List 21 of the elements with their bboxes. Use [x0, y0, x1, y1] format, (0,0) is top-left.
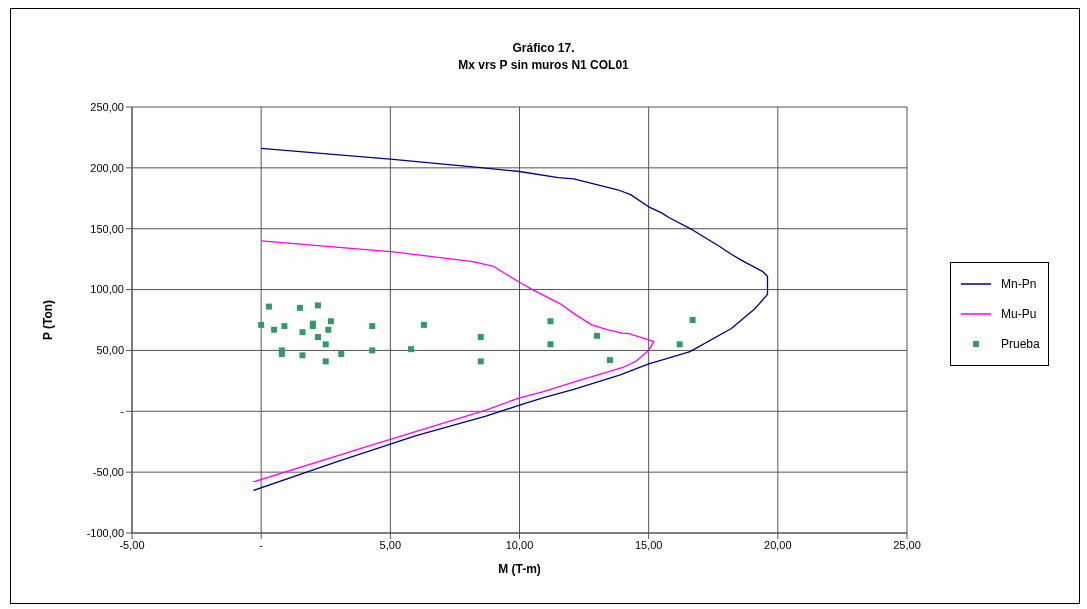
- x-tick-label: -: [259, 538, 264, 551]
- x-tick-label: 5,00: [379, 538, 402, 551]
- y-tick-label: 150,00: [90, 222, 124, 235]
- chart-title: Gráfico 17. Mx vrs P sin muros N1 COL01: [457, 40, 630, 74]
- y-tick-label: 250,00: [90, 100, 124, 113]
- legend-label: Mn-Pn: [1001, 277, 1037, 291]
- y-tick-label: -100,00: [86, 526, 124, 539]
- x-tick-label: 25,00: [893, 538, 921, 551]
- y-tick-label: 100,00: [90, 283, 124, 296]
- x-tick-label: 10,00: [505, 538, 534, 551]
- x-tick-label: 15,00: [634, 538, 663, 551]
- y-tick-label: 50,00: [96, 344, 124, 357]
- y-tick-label: 200,00: [90, 161, 124, 174]
- x-axis-title: M (T-m): [498, 562, 541, 576]
- x-tick-label: -5,00: [119, 538, 145, 551]
- legend-label: Prueba: [1001, 337, 1040, 351]
- legend-label: Mu-Pu: [1001, 307, 1037, 321]
- y-axis-title: P (Ton): [41, 299, 56, 341]
- y-tick-label: -: [120, 405, 125, 418]
- y-tick-label: -50,00: [92, 466, 124, 479]
- x-tick-label: 20,00: [764, 538, 792, 551]
